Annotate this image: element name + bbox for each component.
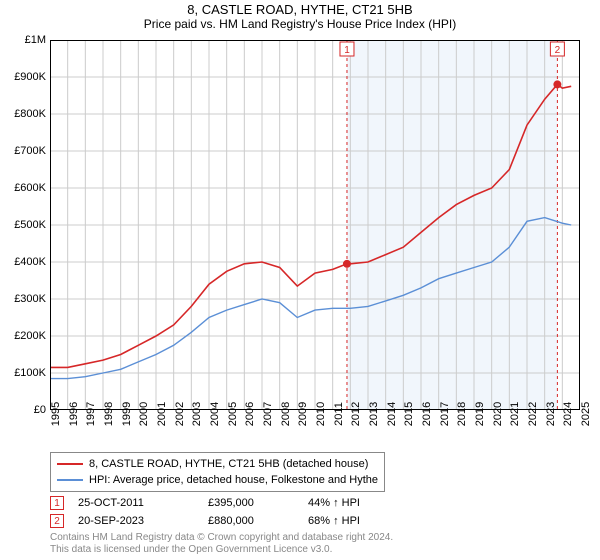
y-tick-label: £900K <box>14 71 46 83</box>
marker-price: £395,000 <box>208 497 308 509</box>
y-tick-label: £300K <box>14 293 46 305</box>
y-tick-label: £500K <box>14 219 46 231</box>
y-tick-label: £800K <box>14 108 46 120</box>
footnote-line: Contains HM Land Registry data © Crown c… <box>50 532 393 544</box>
marker-date: 25-OCT-2011 <box>78 497 208 509</box>
markers-table: 1 25-OCT-2011 £395,000 44% ↑ HPI 2 20-SE… <box>50 494 408 530</box>
marker-hpi: 68% ↑ HPI <box>308 515 408 527</box>
x-tick-label: 2002 <box>174 402 186 426</box>
marker-badge: 2 <box>50 514 64 528</box>
marker-date: 20-SEP-2023 <box>78 515 208 527</box>
x-tick-label: 2009 <box>297 402 309 426</box>
x-tick-label: 1999 <box>121 402 133 426</box>
x-tick-label: 2018 <box>456 402 468 426</box>
x-tick-label: 2003 <box>191 402 203 426</box>
legend-item: HPI: Average price, detached house, Folk… <box>57 472 378 488</box>
y-tick-label: £1M <box>25 34 46 46</box>
x-tick-label: 2014 <box>386 402 398 426</box>
legend-item: 8, CASTLE ROAD, HYTHE, CT21 5HB (detache… <box>57 456 378 472</box>
footnote-line: This data is licensed under the Open Gov… <box>50 544 393 556</box>
legend-label: 8, CASTLE ROAD, HYTHE, CT21 5HB (detache… <box>89 458 368 470</box>
x-tick-label: 2020 <box>492 402 504 426</box>
x-tick-label: 2005 <box>227 402 239 426</box>
x-tick-label: 1996 <box>68 402 80 426</box>
x-tick-label: 2011 <box>333 402 345 426</box>
chart-container: 8, CASTLE ROAD, HYTHE, CT21 5HB Price pa… <box>0 0 600 560</box>
y-tick-label: £0 <box>34 404 46 416</box>
x-tick-label: 2021 <box>509 402 521 426</box>
plot-svg: 12 <box>50 40 580 410</box>
x-tick-label: 1998 <box>103 402 115 426</box>
x-tick-label: 1997 <box>85 402 97 426</box>
footnote: Contains HM Land Registry data © Crown c… <box>50 532 393 556</box>
marker-badge: 1 <box>50 496 64 510</box>
y-tick-label: £600K <box>14 182 46 194</box>
x-tick-label: 2015 <box>403 402 415 426</box>
legend-swatch <box>57 479 83 481</box>
x-tick-label: 2010 <box>315 402 327 426</box>
marker-row: 1 25-OCT-2011 £395,000 44% ↑ HPI <box>50 494 408 512</box>
svg-text:2: 2 <box>555 45 561 56</box>
x-tick-label: 2016 <box>421 402 433 426</box>
x-tick-label: 2017 <box>439 402 451 426</box>
marker-row: 2 20-SEP-2023 £880,000 68% ↑ HPI <box>50 512 408 530</box>
x-tick-label: 2000 <box>138 402 150 426</box>
x-axis: 1995199619971998199920002001200220032004… <box>50 410 580 450</box>
x-tick-label: 2022 <box>527 402 539 426</box>
y-tick-label: £200K <box>14 330 46 342</box>
x-tick-label: 2006 <box>244 402 256 426</box>
chart-title: 8, CASTLE ROAD, HYTHE, CT21 5HB <box>0 0 600 17</box>
svg-text:1: 1 <box>344 45 350 56</box>
chart-subtitle: Price paid vs. HM Land Registry's House … <box>0 17 600 33</box>
x-tick-label: 2023 <box>545 402 557 426</box>
x-tick-label: 2013 <box>368 402 380 426</box>
marker-hpi: 44% ↑ HPI <box>308 497 408 509</box>
x-tick-label: 2004 <box>209 402 221 426</box>
x-tick-label: 2024 <box>562 402 574 426</box>
marker-price: £880,000 <box>208 515 308 527</box>
y-axis: £0£100K£200K£300K£400K£500K£600K£700K£80… <box>0 40 50 410</box>
x-tick-label: 2019 <box>474 402 486 426</box>
x-tick-label: 1995 <box>50 402 62 426</box>
legend-label: HPI: Average price, detached house, Folk… <box>89 474 378 486</box>
x-tick-label: 2008 <box>280 402 292 426</box>
legend: 8, CASTLE ROAD, HYTHE, CT21 5HB (detache… <box>50 452 385 492</box>
x-tick-label: 2025 <box>580 402 592 426</box>
y-tick-label: £700K <box>14 145 46 157</box>
y-tick-label: £100K <box>14 367 46 379</box>
legend-swatch <box>57 463 83 465</box>
x-tick-label: 2007 <box>262 402 274 426</box>
y-tick-label: £400K <box>14 256 46 268</box>
plot-area: 12 <box>50 40 580 410</box>
x-tick-label: 2001 <box>156 402 168 426</box>
x-tick-label: 2012 <box>350 402 362 426</box>
